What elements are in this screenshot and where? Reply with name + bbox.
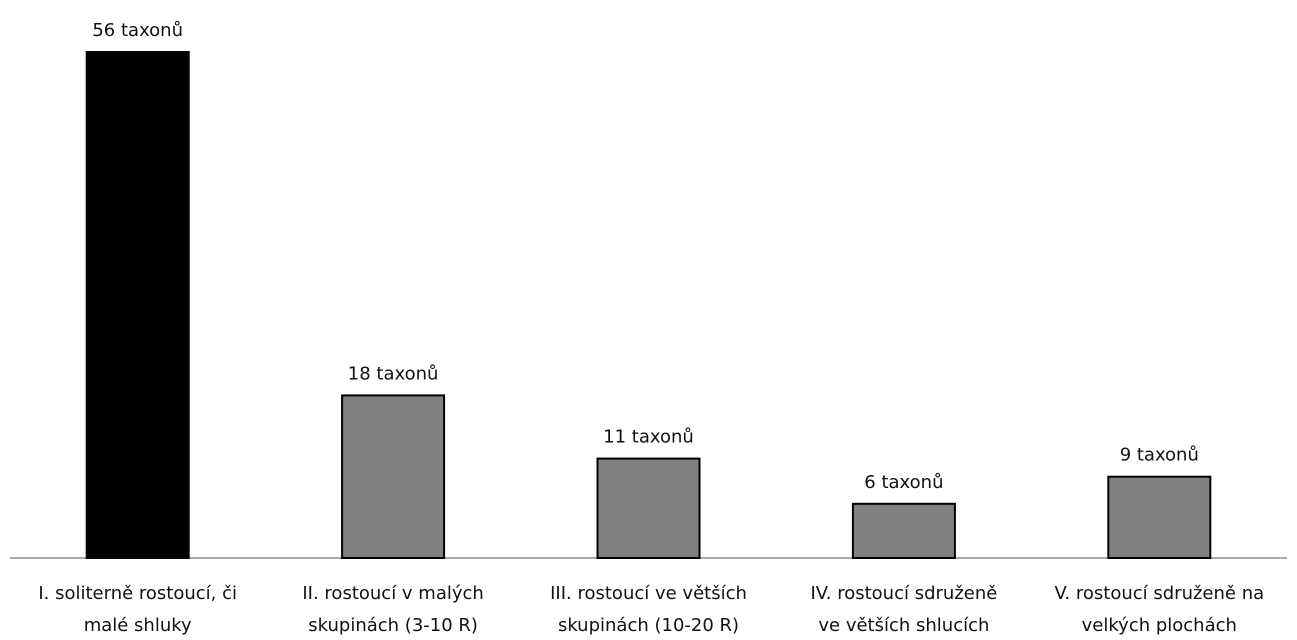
category-label-line: ve větších shlucích — [818, 615, 989, 636]
category-label-line: malé shluky — [84, 615, 192, 636]
data-label-3: 11 taxonů — [603, 427, 694, 448]
data-labels-group: 56 taxonů 18 taxonů 11 taxonů 6 taxonů 9 tax… — [92, 20, 1199, 493]
category-label-line: IV. rostoucí sdruženě — [810, 583, 997, 604]
data-label-1: 56 taxonů — [92, 20, 183, 41]
category-label-2: II. rostoucí v malých skupinách (3-10 R) — [302, 583, 483, 636]
category-labels-group: I. soliterně rostoucí, či malé shluky II. … — [38, 583, 1264, 636]
category-label-line: II. rostoucí v malých — [302, 583, 483, 604]
category-label-line: I. soliterně rostoucí, či — [38, 583, 237, 604]
category-label-line: V. rostoucí sdruženě na — [1054, 583, 1264, 604]
category-label-1: I. soliterně rostoucí, či malé shluky — [38, 583, 237, 636]
category-label-line: velkých plochách — [1082, 615, 1237, 636]
bar-4 — [851, 502, 956, 559]
data-label-2: 18 taxonů — [348, 363, 439, 384]
category-label-4: IV. rostoucí sdruženě ve větších shlucích — [810, 583, 997, 636]
data-label-4: 6 taxonů — [864, 472, 943, 493]
category-label-5: V. rostoucí sdruženě na velkých plochách — [1054, 583, 1264, 636]
category-label-line: skupinách (3-10 R) — [308, 615, 478, 636]
bar-2 — [341, 394, 446, 559]
data-label-5: 9 taxonů — [1120, 445, 1199, 466]
category-label-line: skupinách (10-20 R) — [558, 615, 739, 636]
category-label-3: III. rostoucí ve větších skupinách (10-20… — [550, 583, 747, 636]
bar-5 — [1107, 475, 1212, 560]
category-label-line: III. rostoucí ve větších — [550, 583, 747, 604]
bar-3 — [596, 457, 701, 560]
bars-group — [85, 51, 1212, 560]
bar-1 — [85, 51, 190, 559]
